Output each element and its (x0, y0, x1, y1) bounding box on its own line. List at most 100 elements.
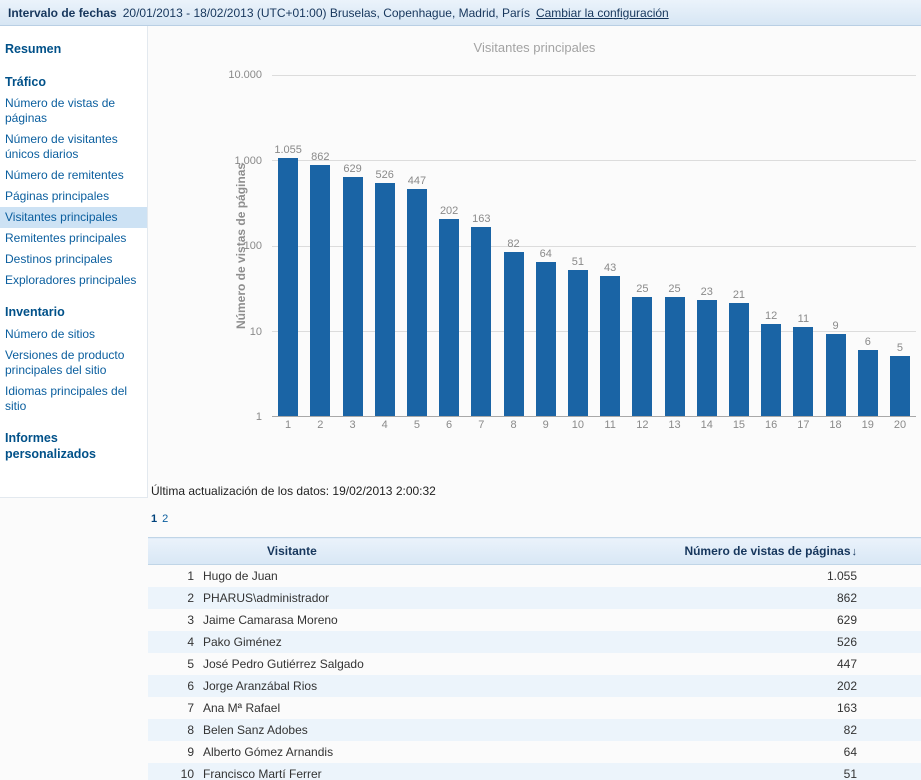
bar-value-label: 1.055 (274, 143, 302, 156)
bar (374, 183, 395, 416)
sidebar-item-idiomas-principales-del-sitio[interactable]: Idiomas principales del sitio (5, 383, 128, 413)
x-tick-label: 7 (478, 419, 485, 431)
sidebar-item-destinos-principales[interactable]: Destinos principales (5, 252, 113, 267)
row-number: 5 (187, 656, 194, 671)
bar (342, 176, 363, 416)
visitor-name: PHARUS\administrador (203, 590, 330, 605)
date-range-label: Intervalo de fechas (8, 5, 117, 20)
x-tick-label: 12 (636, 419, 649, 431)
sidebar-item-numero-de-visitantes-unicos-diarios[interactable]: Número de visitantes únicos diarios (5, 132, 118, 162)
chart-title: Visitantes principales (473, 40, 596, 55)
bar-column: 51 (562, 75, 594, 416)
page-link-2[interactable]: 2 (162, 513, 169, 525)
bar (567, 270, 588, 416)
y-tick-label: 100 (243, 240, 262, 252)
bar-column: 862 (304, 75, 336, 416)
bar-value-label: 6 (864, 335, 871, 348)
bar-column: 25 (658, 75, 690, 416)
sidebar-item-resumen[interactable]: Resumen (5, 42, 62, 56)
page-views-value: 1.055 (826, 568, 857, 583)
bar-column: 25 (626, 75, 658, 416)
bar-column: 5 (884, 75, 916, 416)
sidebar-item-remitentes-principales[interactable]: Remitentes principales (5, 231, 127, 246)
sidebar-item-paginas-principales[interactable]: Páginas principales (5, 189, 110, 204)
bar-column: 629 (336, 75, 368, 416)
x-tick-label: 6 (446, 419, 453, 431)
visitor-name: Pako Giménez (203, 634, 282, 649)
bar (696, 299, 717, 416)
date-range-value: 20/01/2013 - 18/02/2013 (UTC+01:00) Brus… (122, 5, 530, 20)
bar (889, 356, 910, 416)
gridline (272, 245, 916, 247)
row-number: 3 (187, 612, 194, 627)
bar-value-label: 526 (375, 169, 394, 182)
row-number: 2 (187, 590, 194, 605)
bar (857, 349, 878, 416)
x-tick-label: 3 (349, 419, 356, 431)
page-link-1[interactable]: 1 (151, 513, 158, 525)
bar-value-label: 11 (797, 313, 810, 325)
bar-column: 43 (594, 75, 626, 416)
sidebar-item-exploradores-principales[interactable]: Exploradores principales (5, 273, 137, 288)
page-views-value: 82 (843, 722, 857, 737)
x-tick-label: 14 (700, 419, 713, 431)
bar-column: 9 (819, 75, 851, 416)
x-tick-label: 15 (732, 419, 746, 431)
x-tick-label: 11 (604, 419, 616, 431)
bar (535, 261, 556, 416)
table-row: 2 PHARUS\administrador 862 (148, 586, 921, 609)
page-views-value: 526 (836, 634, 857, 649)
row-number: 4 (187, 634, 194, 649)
sidebar-item-inventario[interactable]: Inventario (5, 305, 65, 320)
views-header-label: Número de vistas de páginas (684, 544, 851, 558)
x-tick-label: 8 (510, 419, 517, 431)
sidebar: Resumen Tráfico Número de vistas de página… (0, 26, 148, 498)
bar-value-label: 163 (472, 212, 491, 225)
bar-column: 447 (401, 75, 433, 416)
bar (439, 218, 460, 416)
gridline (272, 160, 916, 162)
row-number: 8 (187, 722, 194, 737)
page-views-value: 447 (836, 656, 857, 671)
page-views-value: 163 (836, 700, 857, 715)
x-tick-label: 18 (829, 419, 842, 431)
bar (310, 165, 331, 416)
bar-column: 11 (787, 75, 819, 416)
sidebar-item-visitantes-principales[interactable]: Visitantes principales (0, 207, 147, 229)
bar-column: 163 (465, 75, 497, 416)
x-tick-label: 20 (893, 419, 907, 431)
main-panel: Visitantes principales Número de vistas … (148, 26, 921, 780)
bar (278, 157, 299, 416)
x-axis-ticks: 1 2 3 4 5 6 7 8 9 10 11 12 13 14 15 16 17 18 19 20 (272, 419, 916, 431)
bar-value-label: 12 (765, 309, 778, 322)
gridline (272, 330, 916, 332)
visitor-name: Jaime Camarasa Moreno (203, 612, 338, 627)
bar-column: 6 (852, 75, 884, 416)
table-row: 10 Francisco Martí Ferrer 51 (148, 762, 921, 780)
x-tick-label: 17 (797, 419, 810, 431)
change-settings-link[interactable]: Cambiar la configuración (535, 5, 669, 20)
table-row: 4 Pako Giménez 526 (148, 630, 921, 653)
sidebar-item-informes-personalizados[interactable]: Informes personalizados (5, 430, 96, 461)
visitor-column-header[interactable]: Visitante (203, 537, 494, 565)
bar (406, 189, 427, 416)
visitor-name: Alberto Gómez Arnandis (203, 744, 334, 759)
sidebar-item-numero-de-remitentes[interactable]: Número de remitentes (5, 168, 124, 183)
visitor-name: Belen Sanz Adobes (203, 722, 308, 737)
visitor-name: José Pedro Gutiérrez Salgado (203, 656, 364, 671)
y-axis-ticks: 10.000 1.000 100 10 1 (148, 69, 266, 423)
sidebar-item-trafico[interactable]: Tráfico (5, 74, 46, 89)
bar (471, 226, 492, 416)
bar-column: 64 (530, 75, 562, 416)
table-row: 1 Hugo de Juan 1.055 (148, 565, 921, 587)
bar-value-label: 862 (311, 151, 330, 163)
sidebar-item-numero-de-vistas-de-paginas[interactable]: Número de vistas de páginas (5, 96, 116, 126)
sidebar-item-numero-de-sitios[interactable]: Número de sitios (5, 326, 96, 341)
sidebar-item-versiones-de-producto-principales-del-sitio[interactable]: Versiones de producto principales del si… (5, 347, 125, 377)
y-tick-label: 1 (255, 411, 262, 423)
views-column-header[interactable]: Número de vistas de páginas↓ (493, 537, 921, 565)
bar-value-label: 629 (343, 162, 362, 175)
bar-column: 12 (755, 75, 787, 416)
